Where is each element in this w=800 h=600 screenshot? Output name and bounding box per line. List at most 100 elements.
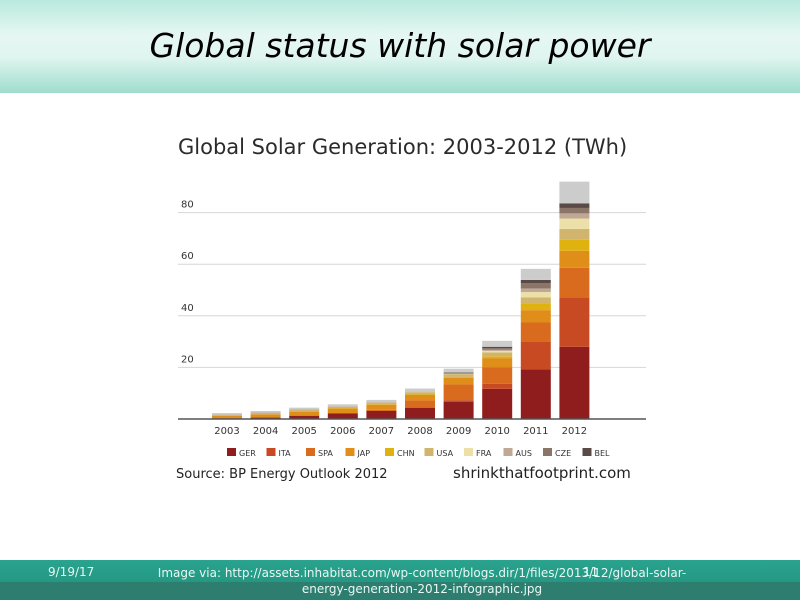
legend-swatch [424,448,434,456]
bar-segment [559,213,590,219]
legend-label: ITA [279,449,292,458]
chart-source: Source: BP Energy Outlook 2012 [176,467,388,482]
bar-segment [212,415,242,419]
bar-segment [482,388,513,419]
bar-segment [289,407,320,410]
bar-segment [520,341,551,370]
bar-segment [482,383,513,389]
y-tick-label: 20 [181,354,194,365]
bar-segment [250,414,281,418]
legend-label: AUS [516,449,532,458]
bar-segment [559,250,590,268]
bar-segment [443,400,474,402]
bar-segment [443,373,474,374]
bar-segment [289,411,320,412]
legend-label: USA [437,449,454,458]
bar-segment [366,399,397,403]
bar-segment [520,310,551,323]
bar-segment [482,367,513,384]
bar-segment [443,373,474,374]
bar-segment [366,411,397,419]
bar-segment [443,376,474,378]
bar-segment [520,297,551,304]
bar-segment [250,412,281,414]
bar-segment [482,348,513,350]
legend-swatch [543,448,552,456]
bar-segment [405,394,435,401]
x-tick-label: 2008 [407,426,432,437]
y-tick-label: 80 [181,200,194,211]
bar-segment [250,412,281,415]
bar-segment [327,408,358,414]
bar-segment [559,297,590,347]
stacked-bar-chart: 20 40 60 80 2003 2004 2005 2006 2007 2008 2009 2010… [178,181,646,458]
bar-segment [366,404,397,410]
bar-segment [520,369,551,419]
legend-swatch [345,448,355,456]
legend-swatch [582,448,592,456]
bar-segment [327,406,358,409]
bar-segment [289,415,320,419]
bar-segment [405,391,435,393]
bar-segment [482,349,513,351]
bar-segment [405,407,435,408]
bar-segment [559,267,590,298]
bar-segment [327,406,358,407]
bar-segment [520,279,551,284]
bar-segment [443,368,474,373]
bar-segment [520,268,551,280]
bar-segment [366,402,397,405]
bar-segment [327,404,358,407]
legend-swatch [266,448,276,456]
chart-title: Global Solar Generation: 2003-2012 (TWh) [178,135,628,159]
bar-segment [482,352,513,357]
x-tick-label: 2012 [562,426,587,437]
bar-segment [405,407,435,419]
bar-segment [250,417,281,418]
bar-segment [443,372,474,374]
bar-segment [559,207,590,214]
bar-segment [405,400,435,408]
bar-segment [443,374,474,377]
legend-swatch [503,448,513,456]
bar-segment [289,411,320,416]
legend-label: JAP [357,449,371,458]
x-tick-label: 2006 [330,426,355,437]
legend-label: GER [239,449,256,458]
bar-segment [559,228,590,240]
bar-segment [443,401,474,419]
slide-number: 11 [583,565,599,579]
bar-segment [289,415,320,416]
slide-header [0,0,800,93]
bar-segment [520,283,551,289]
x-tick-label: 2005 [291,426,316,437]
footer-band [0,582,800,600]
bar-segment [327,408,358,409]
x-tick-label: 2007 [369,426,394,437]
bar-segment [212,414,242,416]
bar-segment [250,411,281,413]
bar-segment [443,384,474,401]
bar-segment [212,413,242,415]
bar-segment [482,356,513,359]
bar-segment [559,218,590,229]
bar-segment [443,377,474,385]
chart-site: shrinkthatfootprint.com [453,464,631,482]
legend-label: CHN [397,449,415,458]
bar-segment [327,413,358,419]
bar-segment [559,239,590,251]
bar-segment [482,358,513,368]
bar-segment [559,346,590,419]
bar-segment [520,303,551,311]
bar-segment [520,288,551,293]
legend-swatch [385,448,394,456]
bar-segment [250,417,281,419]
legend-label: BEL [595,449,611,458]
bar-segment [405,388,435,392]
legend-label: SPA [318,449,333,458]
bar-segment [559,203,590,208]
bar-segment [366,404,397,405]
bar-segment [366,402,397,403]
legend-label: FRA [476,449,492,458]
x-tick-label: 2010 [484,426,509,437]
